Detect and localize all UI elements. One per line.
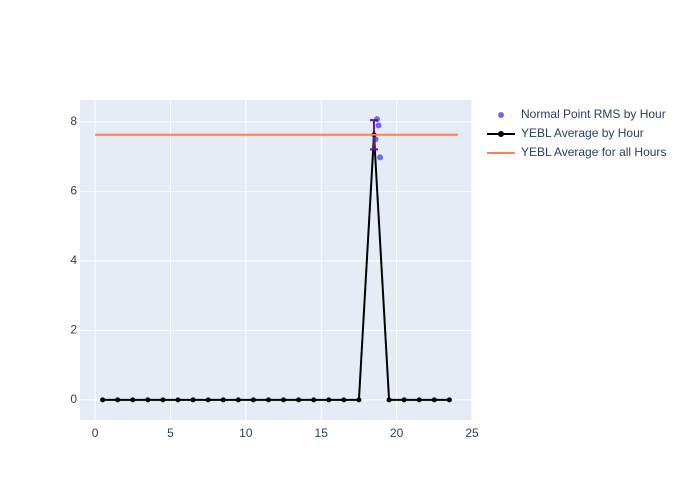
point bbox=[341, 397, 347, 403]
y-tick-label: 0 bbox=[70, 392, 77, 406]
point bbox=[220, 397, 226, 403]
x-tick-label: 5 bbox=[167, 426, 174, 440]
y-tick-label: 6 bbox=[70, 184, 77, 198]
point bbox=[311, 397, 317, 403]
x-tick-label: 10 bbox=[239, 426, 253, 440]
x-tick-label: 15 bbox=[315, 426, 329, 440]
x-tick-label: 0 bbox=[92, 426, 99, 440]
point bbox=[281, 397, 287, 403]
point bbox=[431, 397, 437, 403]
point bbox=[160, 397, 166, 403]
point bbox=[386, 397, 392, 403]
point bbox=[190, 397, 196, 403]
point bbox=[175, 397, 181, 403]
legend-marker bbox=[498, 112, 504, 118]
point bbox=[100, 397, 106, 403]
point bbox=[375, 122, 382, 129]
legend-marker bbox=[498, 131, 504, 137]
point bbox=[205, 397, 211, 403]
point bbox=[250, 397, 256, 403]
point bbox=[115, 397, 121, 403]
point bbox=[416, 397, 422, 403]
point bbox=[377, 154, 384, 161]
y-tick-label: 8 bbox=[70, 114, 77, 128]
y-tick-label: 2 bbox=[70, 323, 77, 337]
legend-label: YEBL Average by Hour bbox=[521, 126, 644, 140]
point bbox=[130, 397, 136, 403]
x-tick-label: 25 bbox=[465, 426, 479, 440]
series-line bbox=[102, 134, 450, 401]
point bbox=[296, 397, 302, 403]
x-tick-label: 20 bbox=[390, 426, 404, 440]
point bbox=[235, 397, 241, 403]
point bbox=[446, 397, 452, 403]
y-tick-label: 4 bbox=[70, 253, 77, 267]
point bbox=[401, 397, 407, 403]
point bbox=[145, 397, 151, 403]
point bbox=[356, 397, 362, 403]
point bbox=[265, 397, 271, 403]
legend-label: Normal Point RMS by Hour bbox=[521, 107, 666, 121]
plot-area bbox=[80, 100, 472, 420]
legend-label: YEBL Average for all Hours bbox=[521, 145, 666, 159]
point bbox=[326, 397, 332, 403]
